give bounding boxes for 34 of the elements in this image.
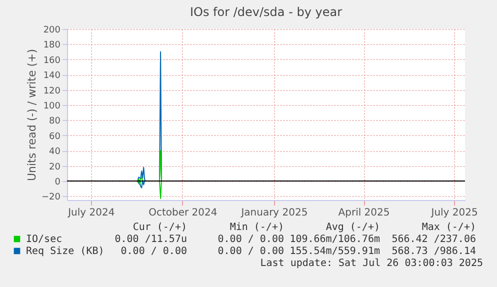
text: 0.00 / 0.00 [218,234,284,245]
legend-label: Req Size (KB) [26,246,104,257]
y-tick-label: 80 [49,116,61,127]
x-tick-label: July 2025 [430,208,478,218]
x-tick-label: July 2024 [67,208,115,218]
text: 568.73 /986.14 [392,246,476,257]
y-tick-label: 100 [43,102,61,112]
text: 109.66m/106.76m [290,234,380,245]
text: 0.00 / 0.00 [218,246,284,257]
text: Min (-/+) [230,222,284,233]
text: 155.54m/559.91m [290,246,380,257]
text: Avg (-/+) [326,222,380,233]
y-tick-label: 140 [43,71,61,82]
text: 0.00 /11.57u [114,234,187,245]
x-tick-label: October 2024 [148,208,218,218]
y-tick-label: 200 [43,26,61,36]
y-tick-label: 40 [49,147,61,158]
y-tick-label: 60 [49,132,61,142]
x-tick-label: April 2025 [338,208,390,218]
y-tick-label: 160 [43,56,61,66]
text: Last update: Sat Jul 26 03:00:03 2025 [260,258,483,269]
text: Cur (-/+) [132,222,187,233]
legend-label: IO/sec [26,234,62,245]
y-tick-label: 120 [43,86,61,96]
text: Max (-/+) [422,222,476,233]
text: 566.42 /237.06 [392,234,476,245]
y-axis-title: Units read (-) / write (+) [26,48,39,182]
x-tick-label: January 2025 [240,208,308,218]
y-tick-label: −20 [42,192,61,203]
y-tick-label: 180 [43,40,61,51]
y-tick-label: 20 [49,162,61,172]
chart-title: IOs for /dev/sda - by year [190,5,342,19]
y-tick-label: 0 [54,178,61,188]
text: 0.00 / 0.00 [120,246,187,257]
